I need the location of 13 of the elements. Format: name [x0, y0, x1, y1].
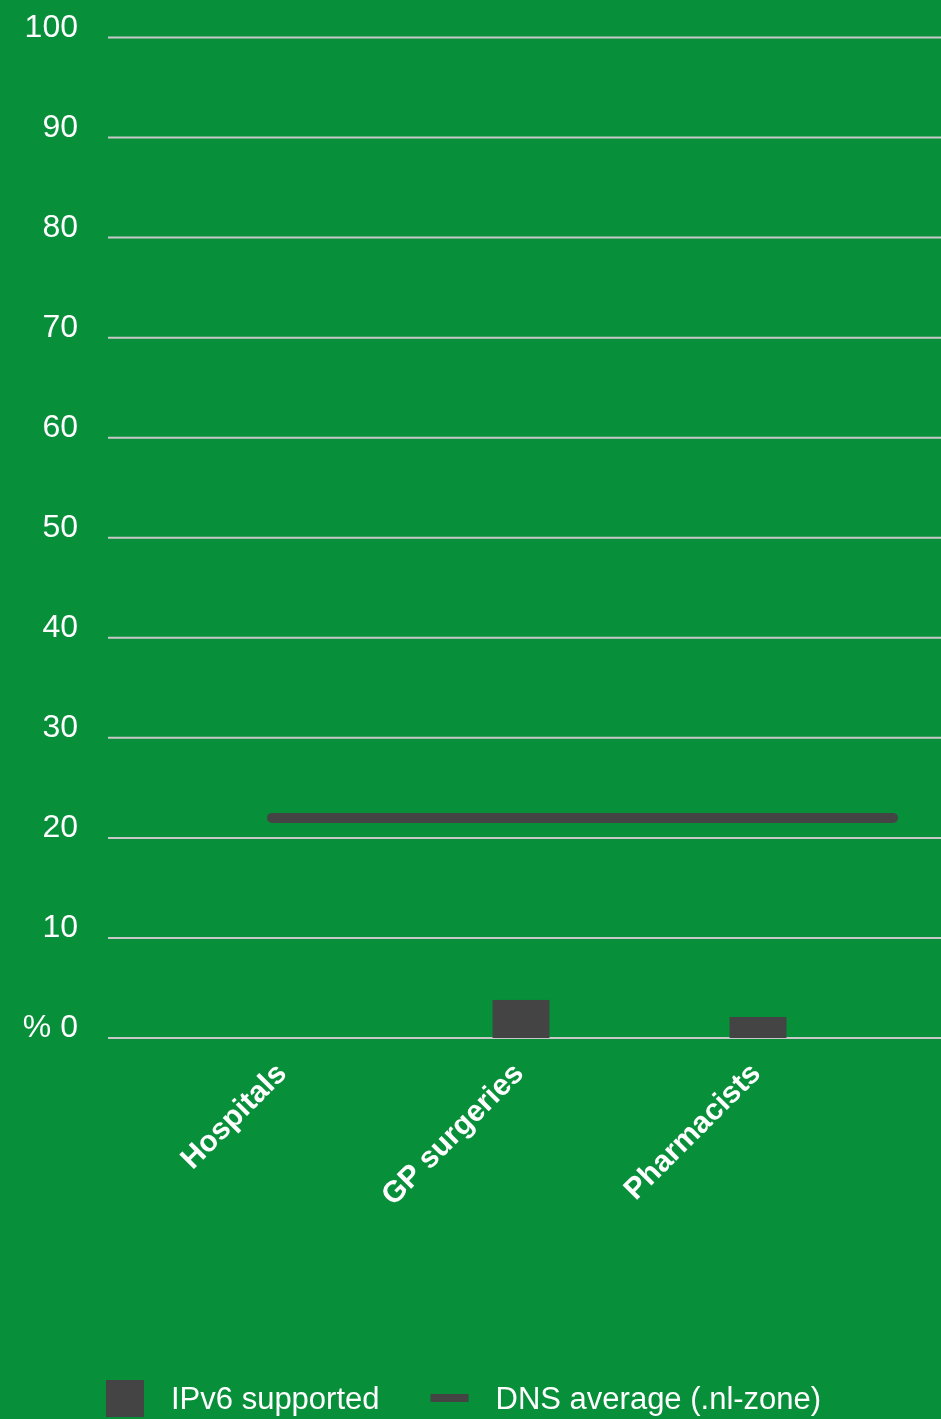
y-tick-label: 40: [42, 607, 78, 644]
y-tick-label: 90: [42, 107, 78, 144]
y-tick-label: 30: [42, 707, 78, 744]
y-tick-label: 60: [42, 407, 78, 444]
y-tick-label: 10: [42, 907, 78, 944]
y-tick-label: 80: [42, 207, 78, 244]
y-tick-label: 70: [42, 307, 78, 344]
y-tick-label: 100: [24, 7, 78, 44]
y-tick-label: % 0: [22, 1008, 78, 1044]
y-tick-label: 20: [42, 807, 78, 844]
legend-label: DNS average (.nl-zone): [495, 1381, 822, 1416]
legend-label: IPv6 supported: [171, 1381, 380, 1416]
y-tick-label: 50: [42, 507, 78, 544]
